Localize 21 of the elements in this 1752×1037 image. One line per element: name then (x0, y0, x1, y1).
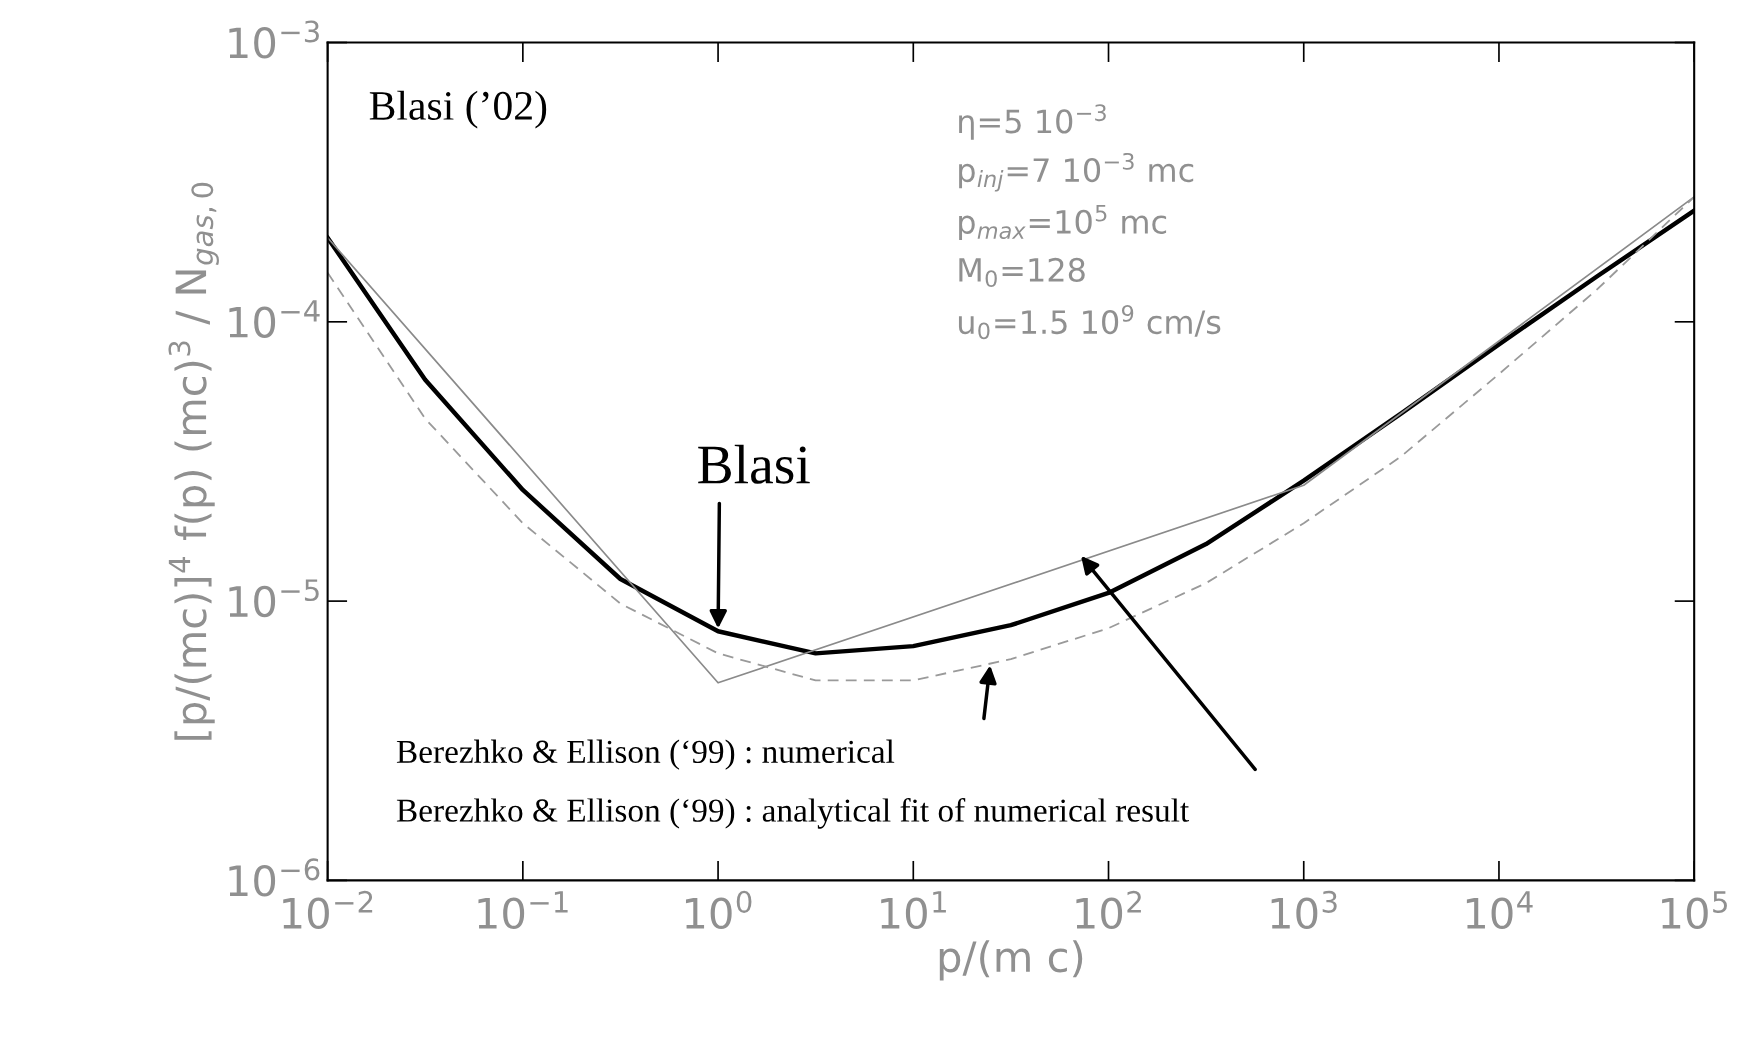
x-tick-label: 10$^{4}$ (1466, 891, 1533, 930)
annotation: p$_{max}$=10$^{5}$ mc (959, 204, 1167, 241)
annotation: Blasi (698, 444, 810, 484)
annotation: η=5 10$^{−3}$ (959, 104, 1106, 140)
annotation: Berezhko & Ellison (‘99) : numerical (396, 739, 895, 770)
x-tick-label: 10$^{0}$ (685, 890, 752, 930)
annotation: Berezhko & Ellison (‘99) : analytical fit of numerical result (396, 798, 1190, 829)
y-tick-label: 10$^{−3}$ (229, 20, 319, 59)
y-axis-title: [p/(mc)]$^{4}$ f(p) (mc)$^{3}$ / N$_{gas,0}$ (168, 182, 219, 740)
y-tick-label: 10$^{−4}$ (229, 300, 320, 338)
x-tick-label: 10$^{2}$ (1076, 890, 1141, 930)
x-tick-label: 10$^{3}$ (1271, 890, 1337, 930)
annotation: p$_{inj}$=7 10$^{−3}$ mc (959, 152, 1194, 192)
y-tick-label: 10$^{−5}$ (229, 579, 319, 618)
annotation: u$_{0}$=1.5 10$^{9}$ cm/s (958, 304, 1221, 340)
annotation: M$_{0}$=128 (959, 257, 1085, 288)
x-tick-label: 10$^{−1}$ (478, 891, 568, 930)
x-tick-label: 10$^{1}$ (881, 891, 946, 930)
x-tick-label: 10$^{5}$ (1662, 891, 1727, 930)
x-axis-title: p/(m c) (939, 940, 1083, 981)
annotation: Blasi (’02) (369, 90, 547, 129)
